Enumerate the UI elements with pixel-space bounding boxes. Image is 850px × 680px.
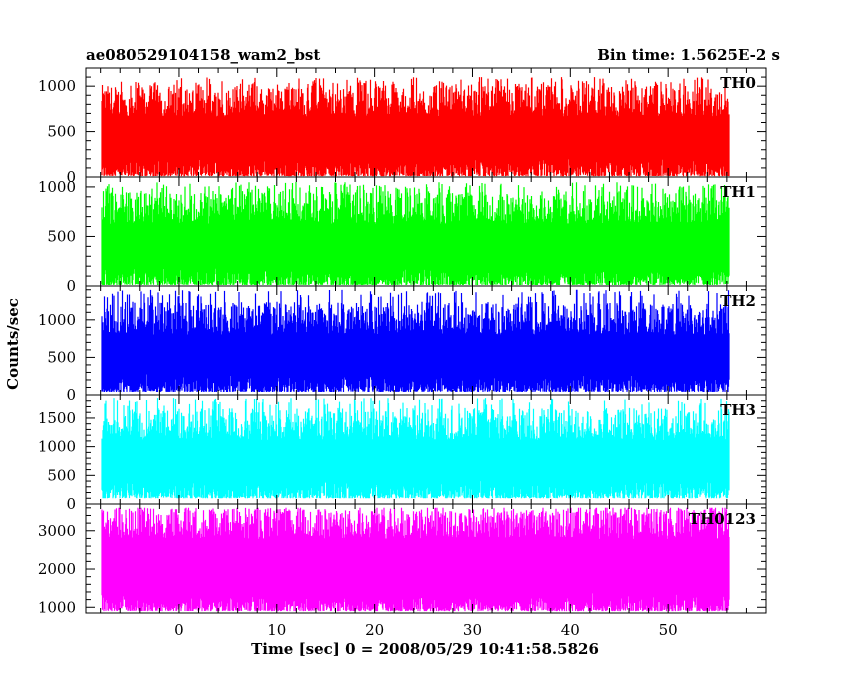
y-tick-label: 2000 (38, 560, 76, 578)
y-tick-label: 0 (66, 277, 76, 295)
y-tick-label: 3000 (38, 522, 76, 540)
y-tick-label: 1000 (38, 311, 76, 329)
series-th0-line (101, 77, 730, 177)
y-tick-label: 1000 (38, 178, 76, 196)
x-tick-label: 20 (365, 621, 384, 639)
y-tick-label: 500 (47, 466, 76, 484)
y-tick-label: 1000 (38, 438, 76, 456)
series-th1-line (101, 182, 730, 285)
panel-th0123: 1000 2000 3000 TH0123 (38, 503, 767, 616)
series-th3-line (101, 398, 730, 499)
panel-th0: 0 500 1000 TH0 (38, 67, 767, 186)
series-th2-line (101, 289, 730, 392)
y-tick-label: 500 (47, 348, 76, 366)
chart-title-left: ae080529104158_wam2_bst (86, 46, 320, 64)
x-tick-label: 10 (267, 621, 286, 639)
y-tick-label: 1500 (38, 409, 76, 427)
panel-label: TH3 (720, 401, 756, 419)
x-tick-label: 50 (659, 621, 678, 639)
x-tick-label: 0 (174, 621, 184, 639)
y-tick-label: 1000 (38, 598, 76, 616)
chart-title-right: Bin time: 1.5625E-2 s (597, 46, 780, 64)
y-tick-label: 500 (47, 123, 76, 141)
y-tick-label: 0 (66, 386, 76, 404)
y-tick-label: 1000 (38, 77, 76, 95)
panel-th2: 0 500 1000 TH2 (38, 285, 767, 404)
panel-frame (85, 503, 767, 614)
series-th0123-line (101, 507, 730, 612)
y-axis-label: Counts/sec (4, 298, 22, 390)
x-tick-label: 40 (561, 621, 580, 639)
y-tick-label: 0 (66, 495, 76, 513)
panel-th3: 0 500 1000 1500 TH3 (38, 394, 767, 513)
panel-label: TH0 (720, 74, 756, 92)
x-axis-label: Time [sec] 0 = 2008/05/29 10:41:58.5826 (251, 640, 599, 658)
y-tick-label: 500 (47, 227, 76, 245)
panel-th1: 0 500 1000 TH1 (38, 176, 767, 295)
x-tick-label: 30 (463, 621, 482, 639)
y-tick-label: 0 (66, 168, 76, 186)
panel-label: TH1 (720, 183, 756, 201)
panel-label: TH0123 (689, 510, 756, 528)
panel-label: TH2 (720, 292, 756, 310)
